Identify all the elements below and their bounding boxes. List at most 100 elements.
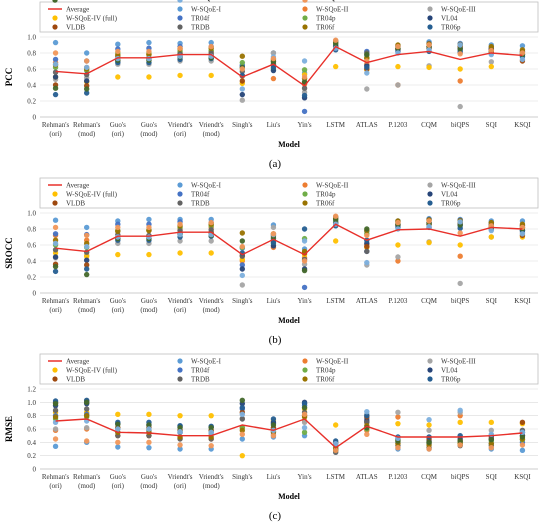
y-tick-label: 0.4 [27, 82, 36, 90]
x-axis-label: Model [278, 492, 301, 501]
legend-label: W-SQoE-III [441, 182, 476, 190]
data-point [239, 97, 246, 103]
x-tick-label: Guo's (ori) [110, 121, 126, 138]
legend-marker [177, 24, 183, 30]
y-tick-label: 1.0 [27, 34, 36, 42]
data-point [301, 429, 308, 436]
x-tick-label: LSTM [326, 473, 345, 481]
data-point [146, 411, 152, 418]
x-tick-label: Rehman's (mod) [73, 297, 101, 314]
legend-marker [302, 367, 308, 373]
x-tick-label: Vriendt's (ori) [168, 121, 193, 138]
data-point [208, 250, 214, 256]
x-tick-label: Rehman's (ori) [42, 121, 70, 138]
x-tick-label: Singh's [232, 297, 253, 305]
data-point [83, 232, 90, 239]
y-tick-label: 0.8 [27, 226, 36, 234]
legend-marker [302, 358, 308, 364]
data-point [208, 424, 214, 431]
data-point [52, 414, 59, 420]
legend-marker [302, 6, 308, 12]
data-point [239, 427, 246, 434]
data-point [83, 406, 90, 412]
data-point [395, 409, 401, 416]
legend-marker [302, 0, 308, 3]
data-point [301, 74, 308, 80]
data-point [83, 78, 90, 84]
data-point [52, 224, 59, 231]
legend-marker [427, 182, 433, 188]
data-point [426, 416, 432, 423]
data-point [177, 442, 183, 448]
data-point [488, 63, 495, 70]
legend-label: TR04p [316, 191, 336, 199]
legend-label: W-SQoE-II [316, 358, 349, 366]
data-point [208, 43, 214, 50]
legend-label: TR06p [441, 24, 461, 32]
data-point [83, 90, 90, 96]
data-point [426, 446, 432, 452]
data-point [239, 397, 246, 404]
legend-marker [427, 358, 433, 364]
legend-label: VL04 [441, 15, 458, 23]
data-point [364, 408, 370, 415]
data-point [301, 85, 308, 91]
data-point [83, 424, 90, 431]
legend-label: TR06f [316, 376, 335, 384]
legend-label: VLDB [66, 376, 85, 384]
data-point [457, 253, 463, 259]
x-tick-label: Guo's (ori) [110, 473, 126, 490]
data-point [177, 250, 183, 256]
legend-marker [52, 376, 58, 382]
data-point [395, 420, 401, 427]
y-tick-label: 0.4 [27, 258, 36, 266]
legend-label: W-SQoE-III [441, 358, 476, 366]
data-point [332, 422, 339, 428]
x-tick-label: ATLAS [356, 473, 378, 481]
legend-marker [52, 15, 58, 21]
x-tick-label: Rehman's (mod) [73, 121, 101, 138]
data-point [239, 262, 246, 268]
data-point [426, 218, 432, 224]
data-point [488, 47, 495, 54]
data-point [519, 419, 526, 426]
x-tick-label: CQM [421, 473, 438, 481]
data-point [519, 429, 526, 436]
data-point [364, 431, 370, 438]
legend-marker [177, 367, 183, 373]
data-point [239, 272, 246, 279]
data-point [519, 43, 526, 49]
legend-label: VL13 [66, 0, 83, 2]
x-tick-label: biQPS [451, 473, 469, 481]
data-point [177, 424, 183, 431]
data-point [395, 414, 401, 420]
data-point [239, 59, 246, 66]
data-point [301, 238, 308, 244]
data-point [270, 50, 277, 56]
legend-marker [52, 191, 58, 197]
legend-marker [427, 15, 433, 21]
data-point [177, 446, 183, 452]
y-axis-label: SROCC [4, 237, 14, 269]
data-point [83, 224, 90, 231]
data-point [301, 67, 308, 73]
data-point [488, 440, 495, 447]
y-tick-label: 0.4 [27, 439, 36, 447]
data-point [208, 238, 214, 244]
average-line [55, 223, 523, 256]
legend-label: W-SQoE-IV (full) [66, 15, 118, 23]
legend-label: TR04f [191, 15, 210, 23]
legend-marker [52, 0, 58, 3]
legend-label: TRDB [191, 24, 210, 32]
data-point [52, 39, 59, 46]
legend-label: VLCQ [191, 0, 210, 2]
legend-label: W-SQoE-IV (full) [66, 191, 118, 199]
legend-average-label: Average [66, 6, 89, 14]
data-point [146, 74, 152, 80]
legend-marker [177, 15, 183, 21]
data-point [83, 399, 90, 406]
legend-label: TRCQ [316, 0, 335, 2]
data-point [83, 243, 90, 250]
x-tick-label: biQPS [451, 297, 469, 305]
x-tick-label: CQM [421, 121, 438, 129]
